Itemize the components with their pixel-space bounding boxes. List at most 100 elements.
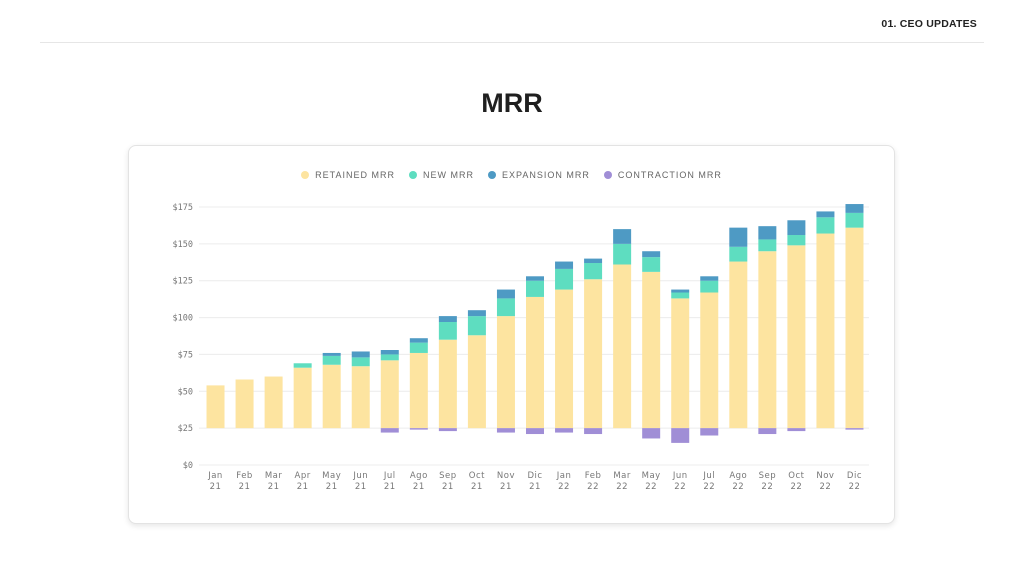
bar-contraction	[496, 428, 515, 433]
bar-new	[729, 246, 748, 262]
chart-card: $0 $25 $50 $75 $100 $125 $150 $175 Jan 21 Feb 21 Mar…	[128, 145, 895, 524]
bar-retained	[438, 339, 457, 429]
bar-retained	[293, 367, 312, 429]
bar-new	[380, 354, 399, 361]
x-tick-label: Feb	[236, 471, 253, 481]
bar-retained	[409, 352, 428, 429]
bar-new	[787, 235, 806, 246]
y-tick-label: $0	[183, 461, 193, 471]
bar-expansion	[526, 276, 544, 281]
legend-label: RETAINED MRR	[315, 170, 395, 180]
bar-new	[526, 280, 544, 297]
header-divider	[40, 42, 984, 43]
x-tick-label-year: 21	[384, 482, 396, 492]
legend-swatch-new	[409, 171, 417, 179]
x-tick-label-year: 21	[210, 482, 222, 492]
bar-new	[467, 316, 486, 336]
bar-retained	[380, 360, 399, 429]
x-tick-label-year: 22	[645, 482, 657, 492]
bar-expansion	[845, 204, 864, 213]
bar-expansion	[758, 226, 777, 240]
y-tick-label: $25	[178, 424, 193, 434]
x-tick-label-year: 22	[790, 482, 802, 492]
bar-new	[409, 342, 428, 353]
bar-expansion	[816, 211, 835, 218]
bar-retained	[787, 245, 806, 429]
bar-contraction	[845, 428, 864, 430]
bar-expansion	[613, 229, 632, 244]
x-tick-label: Sep	[439, 471, 457, 481]
x-tick-label: Ago	[729, 471, 747, 481]
x-tick-label-year: 21	[355, 482, 367, 492]
x-tick-label: Mar	[265, 471, 283, 481]
x-tick-label: Mar	[613, 471, 631, 481]
bar-new	[642, 257, 661, 272]
x-tick-label: Sep	[759, 471, 777, 481]
bar-expansion	[671, 289, 690, 293]
y-tick-label: $100	[173, 314, 193, 324]
bar-new	[438, 321, 457, 340]
bar-retained	[555, 289, 574, 429]
x-tick-label: Jul	[702, 471, 715, 481]
bar-retained	[206, 385, 225, 429]
x-tick-label: Nov	[497, 471, 515, 481]
bar-retained	[351, 366, 370, 429]
y-tick-label: $50	[178, 387, 193, 397]
x-tick-label-year: 22	[732, 482, 744, 492]
x-tick-label: Feb	[585, 471, 602, 481]
legend-swatch-expansion	[488, 171, 496, 179]
bar-contraction	[671, 428, 690, 443]
bar-contraction	[526, 428, 544, 435]
bar-new	[555, 268, 574, 290]
y-tick-label: $125	[173, 277, 193, 287]
bar-new	[816, 217, 835, 234]
bar-expansion	[584, 258, 603, 264]
x-tick-label-year: 22	[558, 482, 570, 492]
bar-retained	[496, 316, 515, 429]
x-tick-label: Apr	[295, 471, 311, 481]
bar-contraction	[380, 428, 399, 433]
bar-new	[496, 298, 515, 317]
x-tick-label: Jun	[352, 471, 368, 481]
x-tick-label-year: 21	[297, 482, 309, 492]
x-tick-label: Oct	[788, 471, 804, 481]
legend-swatch-retained	[301, 171, 310, 179]
x-tick-label: Dic	[527, 471, 542, 481]
legend-swatch-contraction	[603, 171, 612, 179]
bar-expansion	[438, 316, 457, 322]
bar-new	[584, 263, 603, 280]
bar-expansion	[555, 261, 574, 269]
y-tick-label: $175	[173, 203, 193, 213]
x-tick-label-year: 22	[820, 482, 832, 492]
x-tick-label: Jul	[383, 471, 396, 481]
page-title: MRR	[481, 88, 543, 118]
x-tick-label: Jan	[556, 471, 572, 481]
bar-expansion	[787, 220, 806, 236]
x-tick-label: Ago	[410, 471, 428, 481]
x-tick-label-year: 21	[239, 482, 251, 492]
bar-retained	[264, 376, 283, 429]
x-tick-label: May	[322, 471, 341, 481]
bar-new	[845, 212, 864, 228]
y-tick-label: $150	[173, 240, 193, 250]
x-tick-label-year: 22	[587, 482, 599, 492]
x-tick-label-year: 22	[616, 482, 628, 492]
bar-expansion	[467, 310, 486, 317]
y-tick-label: $75	[178, 350, 193, 360]
legend-label: EXPANSION MRR	[502, 170, 590, 180]
bar-new	[700, 280, 719, 293]
bar-expansion	[322, 352, 341, 356]
bar-retained	[845, 227, 864, 429]
bar-contraction	[555, 428, 574, 433]
bar-expansion	[700, 276, 719, 281]
legend-item-contraction: CONTRACTION MRR	[603, 170, 722, 180]
mrr-chart: $0$25$50$75$100$125$150$175Jan21Feb21Mar…	[173, 203, 869, 492]
bar-retained	[235, 379, 254, 429]
bar-contraction	[409, 428, 428, 430]
bar-new	[613, 243, 632, 265]
bar-new	[671, 292, 690, 299]
x-tick-label-year: 22	[761, 482, 773, 492]
bar-expansion	[409, 338, 428, 343]
legend-item-retained: RETAINED MRR	[301, 170, 395, 180]
bar-retained	[467, 335, 486, 429]
